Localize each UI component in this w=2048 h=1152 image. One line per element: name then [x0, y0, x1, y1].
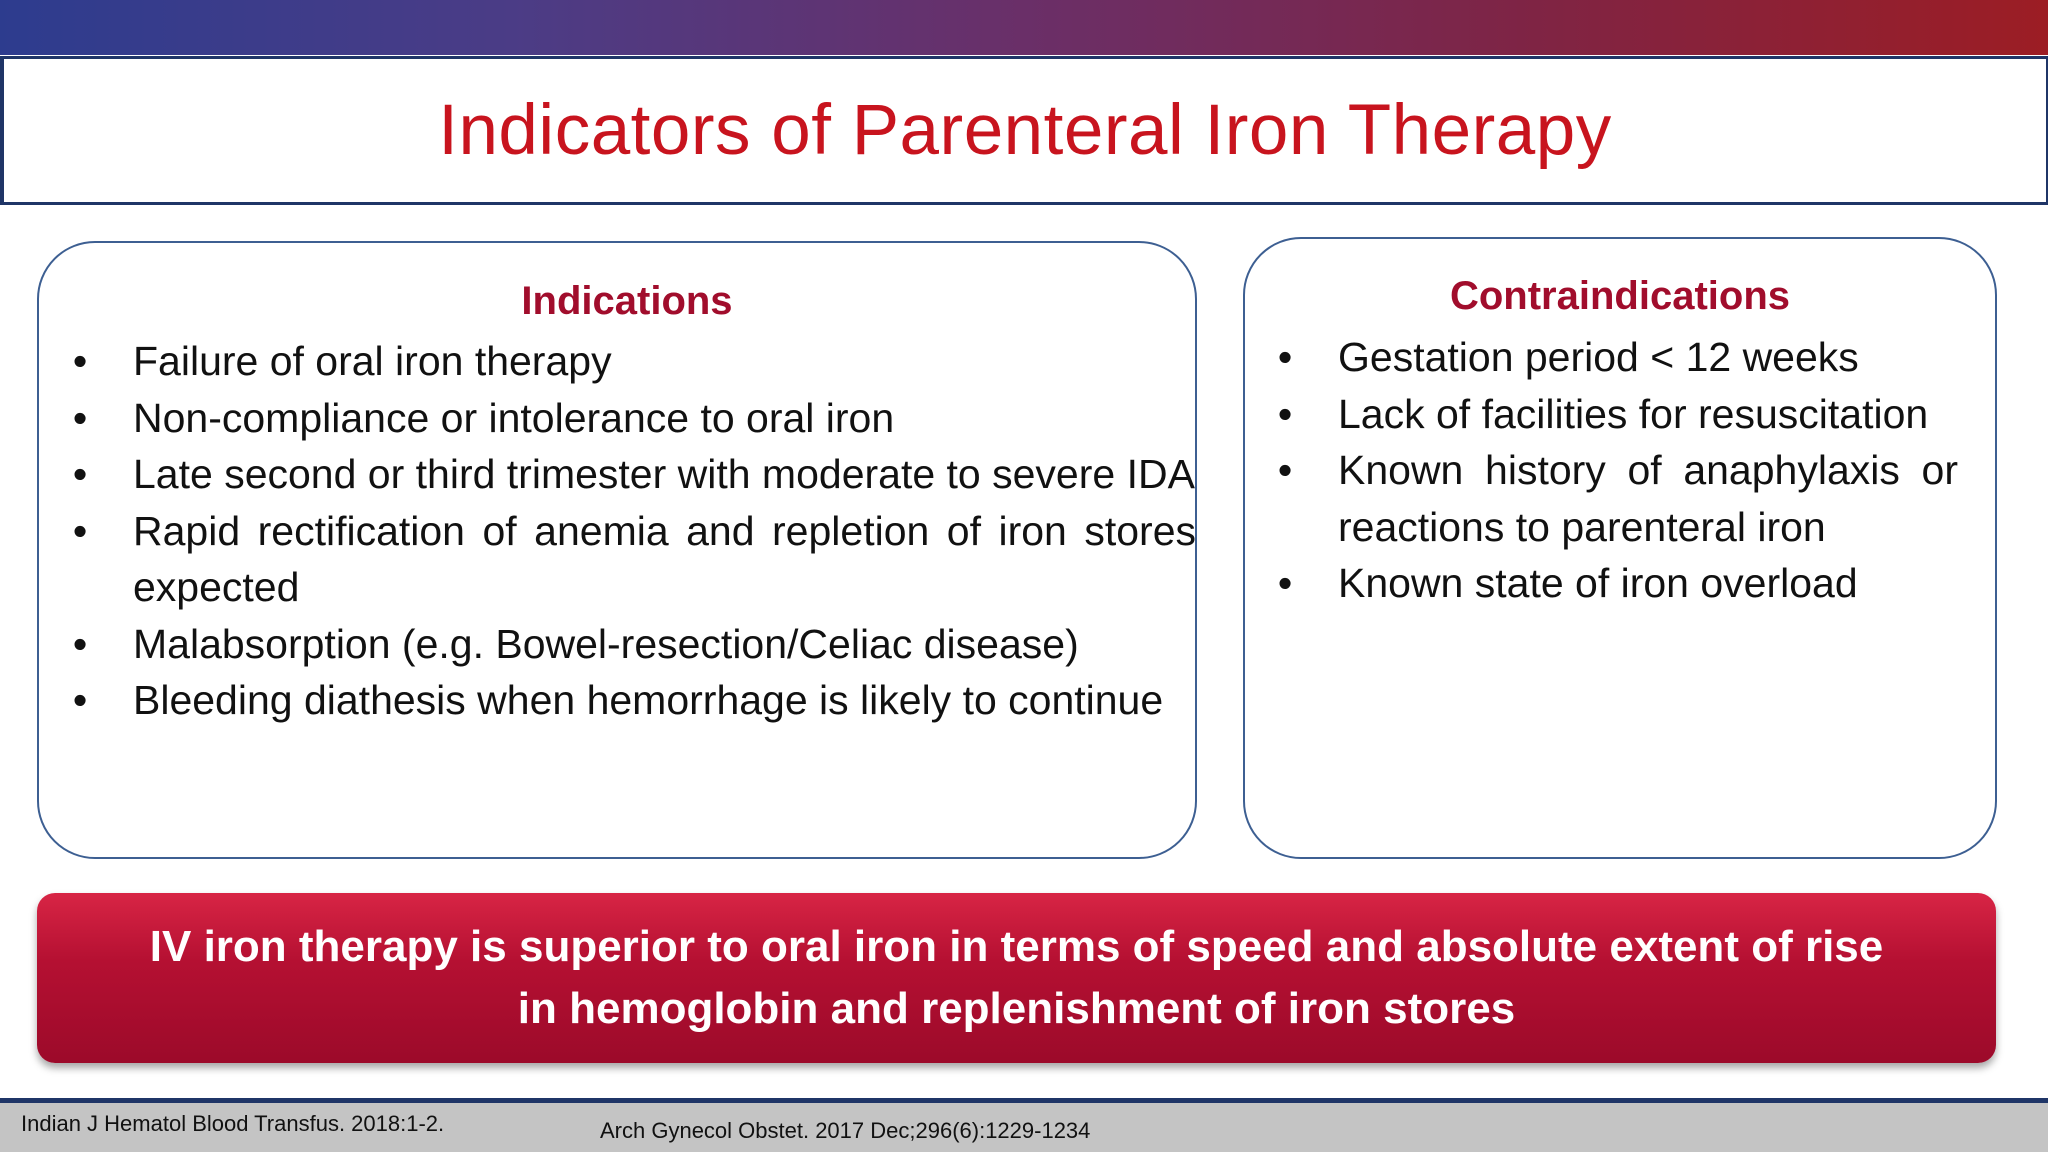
- list-item: • Malabsorption (e.g. Bowel-resection/Cel…: [73, 616, 1199, 673]
- bullet-icon: •: [72, 620, 88, 667]
- list-item: • Rapid rectification of anemia and reple…: [73, 503, 1199, 616]
- list-item: • Known history of anaphylaxis or reactio…: [1278, 442, 1958, 555]
- contraindications-list: • Gestation period < 12 weeks • Lack of fa…: [1278, 329, 1958, 612]
- top-gradient-bar: [0, 0, 2048, 55]
- list-item: • Known state of iron overload: [1278, 555, 1958, 612]
- bullet-icon: •: [72, 507, 88, 554]
- summary-text: IV iron therapy is superior to oral iron…: [149, 922, 1884, 1033]
- bullet-icon: •: [72, 677, 88, 723]
- bullet-icon: •: [1277, 447, 1293, 493]
- list-item: • Bleeding diathesis when hemorrhage is l…: [73, 672, 1199, 729]
- title-box: Indicators of Parenteral Iron Therapy: [0, 56, 2048, 205]
- citation-1: Indian J Hematol Blood Transfus. 2018:1-…: [21, 1111, 445, 1136]
- bullet-icon: •: [72, 451, 88, 497]
- list-item: • Lack of facilities for resuscitation: [1278, 386, 1958, 443]
- indications-list: • Failure of oral iron therapy • Non-compl…: [73, 333, 1199, 729]
- bullet-icon: •: [1277, 390, 1293, 437]
- bullet-icon: •: [1277, 560, 1293, 606]
- bullet-icon: •: [1277, 334, 1293, 380]
- slide-title: Indicators of Parenteral Iron Therapy: [438, 91, 1612, 170]
- summary-banner: IV iron therapy is superior to oral iron…: [37, 893, 1996, 1063]
- list-item: • Late second or third trimester with mod…: [73, 446, 1199, 503]
- citation-2: Arch Gynecol Obstet. 2017 Dec;296(6):122…: [600, 1118, 1091, 1143]
- bullet-icon: •: [72, 338, 88, 384]
- bullet-icon: •: [72, 394, 88, 441]
- list-item: • Gestation period < 12 weeks: [1278, 329, 1958, 386]
- contraindications-panel: Contraindications • Gestation period < 12…: [1243, 237, 1997, 859]
- list-item: • Non-compliance or intolerance to oral i…: [73, 390, 1199, 447]
- indications-heading: Indications: [521, 279, 733, 323]
- footer-bar: [0, 1098, 2048, 1152]
- indications-panel: Indications • Failure of oral iron therap…: [37, 241, 1197, 859]
- contraindications-heading: Contraindications: [1449, 274, 1791, 318]
- list-item: • Failure of oral iron therapy: [73, 333, 1199, 390]
